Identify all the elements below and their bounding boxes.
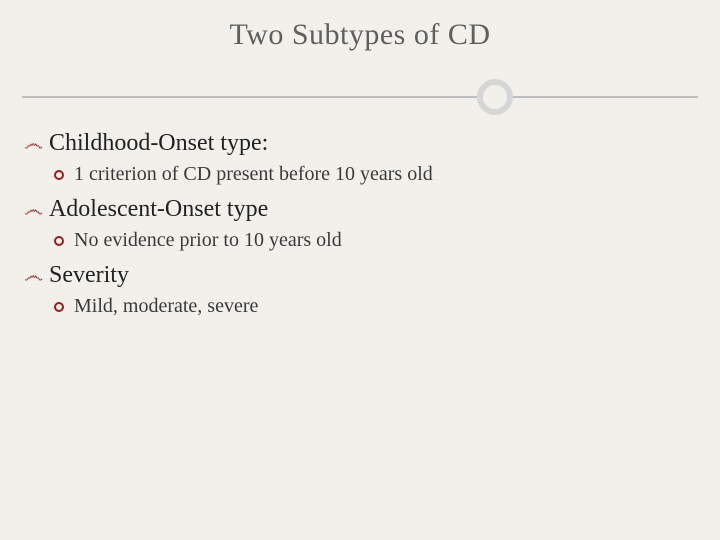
list-subitem: Mild, moderate, severe [54, 295, 698, 318]
list-item-label: Adolescent-Onset type [49, 196, 268, 223]
swirl-bullet-icon: ෴ [24, 200, 43, 220]
list-item: ෴ Childhood-Onset type: [24, 130, 698, 157]
slide-title: Two Subtypes of CD [22, 18, 698, 52]
list-subitem: 1 criterion of CD present before 10 year… [54, 163, 698, 186]
ring-bullet-icon [54, 302, 64, 312]
divider-line [22, 96, 698, 98]
slide: Two Subtypes of CD ෴ Childhood-Onset typ… [0, 0, 720, 540]
list-subitem-label: No evidence prior to 10 years old [74, 229, 342, 252]
list-subitem-label: Mild, moderate, severe [74, 295, 258, 318]
list-subitem: No evidence prior to 10 years old [54, 229, 698, 252]
list-item-label: Severity [49, 262, 129, 289]
list-item: ෴ Severity [24, 262, 698, 289]
divider-circle-icon [477, 79, 513, 115]
content-area: ෴ Childhood-Onset type: 1 criterion of C… [22, 130, 698, 318]
list-item: ෴ Adolescent-Onset type [24, 196, 698, 223]
list-subitem-label: 1 criterion of CD present before 10 year… [74, 163, 433, 186]
ring-bullet-icon [54, 236, 64, 246]
swirl-bullet-icon: ෴ [24, 134, 43, 154]
list-item-label: Childhood-Onset type: [49, 130, 268, 157]
swirl-bullet-icon: ෴ [24, 266, 43, 286]
divider [22, 78, 698, 116]
ring-bullet-icon [54, 170, 64, 180]
